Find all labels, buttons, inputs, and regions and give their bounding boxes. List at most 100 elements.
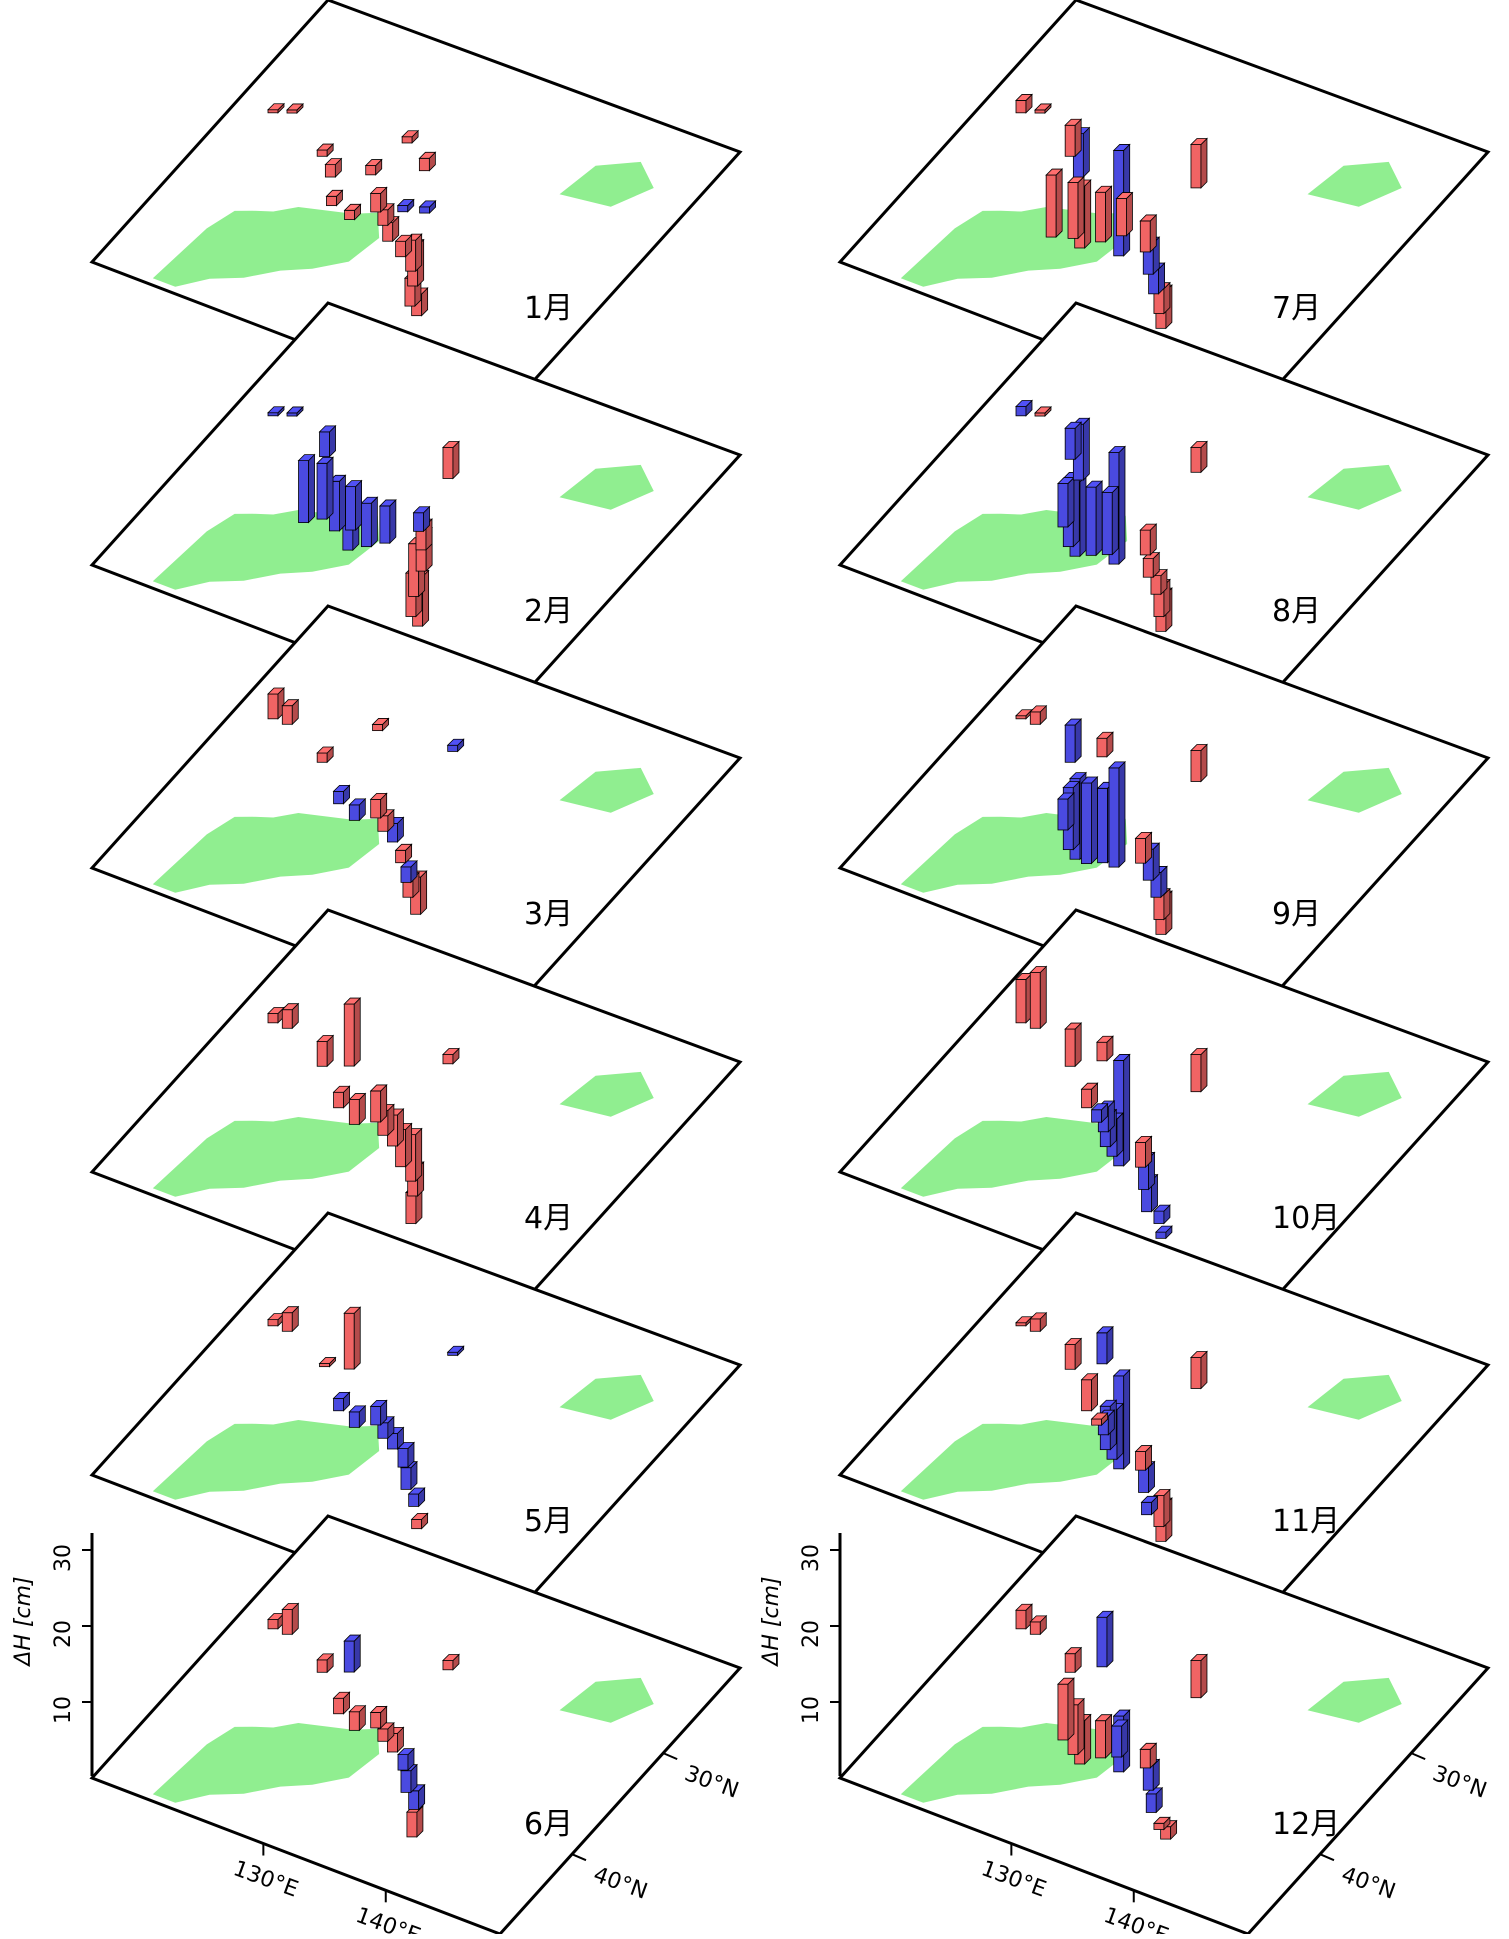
bar [1057, 483, 1069, 528]
bar-top [267, 103, 285, 111]
bar [408, 1493, 420, 1507]
bar [442, 1660, 454, 1671]
map-plane [92, 606, 740, 1024]
bar-side [1091, 776, 1098, 865]
map-plane [840, 606, 1488, 1024]
month-label: 3月 [524, 897, 573, 932]
bar-top [316, 746, 335, 754]
panel-8: 8月 [837, 301, 1491, 723]
bar-top [1080, 776, 1099, 784]
bar-top [1101, 486, 1120, 493]
bar-top [1064, 421, 1083, 429]
bar-top [1095, 731, 1114, 739]
map-plane [840, 1213, 1488, 1631]
bar-top [369, 792, 388, 800]
bar [419, 206, 431, 214]
bar-top [1069, 772, 1087, 780]
bar-top [1112, 144, 1131, 151]
month-label: 5月 [524, 1504, 573, 1539]
z-tick-label: 10 [799, 1696, 824, 1724]
bar [333, 1697, 344, 1715]
bar [1153, 1210, 1165, 1224]
bar-top [446, 738, 465, 746]
bar [316, 149, 328, 157]
bar [1029, 1318, 1041, 1332]
bar [1095, 191, 1106, 243]
map-plane [840, 910, 1488, 1328]
bar [1097, 787, 1108, 864]
bar-top [1015, 94, 1033, 101]
bar-top [1029, 1312, 1048, 1320]
bar-top [1190, 441, 1208, 448]
map-plane [92, 1516, 740, 1934]
bar [1108, 767, 1120, 868]
month-label: 9月 [1272, 897, 1321, 932]
bar [1034, 412, 1046, 417]
bar [1034, 109, 1046, 114]
bar-top [371, 718, 390, 725]
bar [447, 1351, 459, 1356]
bar-top [316, 456, 334, 464]
bar-top [281, 699, 300, 707]
land-area [1307, 1374, 1402, 1420]
bar [400, 866, 412, 883]
bar [365, 165, 377, 176]
bar-top [1190, 1351, 1208, 1358]
bar-top [442, 1048, 460, 1055]
bar [1064, 1653, 1076, 1673]
bar-side [1200, 137, 1208, 189]
bar-top [286, 406, 304, 414]
bar-side [355, 479, 362, 531]
bar-top [1056, 792, 1075, 800]
bar [1095, 1720, 1106, 1759]
month-label: 4月 [524, 1201, 573, 1236]
bar-top [442, 1654, 460, 1661]
bar [267, 1319, 279, 1327]
bar-top [407, 1487, 426, 1495]
bar-top [1029, 966, 1048, 973]
bar [1091, 1109, 1103, 1123]
lon-tick-label: 130°E [230, 1856, 301, 1902]
bar [1057, 1683, 1069, 1741]
panel-10: 10月 [837, 908, 1491, 1330]
bar [1096, 737, 1108, 758]
bar-top [369, 1084, 388, 1092]
bar-side [1116, 1402, 1124, 1461]
bar-side [353, 997, 361, 1068]
bar [447, 744, 459, 752]
bar [370, 192, 382, 213]
bar [1139, 220, 1151, 253]
bar [1135, 1451, 1146, 1471]
bar-side [1123, 1053, 1131, 1167]
land-area [559, 1374, 654, 1420]
bar [281, 1312, 293, 1332]
bar-top [378, 499, 397, 507]
bar-top [316, 1653, 335, 1661]
bar [1142, 1764, 1154, 1791]
bar-top [1064, 1022, 1083, 1030]
bar-side [339, 474, 346, 532]
land-area [152, 207, 380, 287]
bar-top [1190, 744, 1208, 751]
z-axis-label: ΔH [cm] [11, 1576, 36, 1667]
bar-top [1110, 1719, 1129, 1727]
map-plane [840, 303, 1488, 721]
bar [1064, 427, 1076, 460]
bar [400, 1770, 412, 1793]
bar-side [1067, 1677, 1075, 1741]
bar-top [1108, 761, 1126, 769]
bar [316, 752, 328, 763]
bar [1085, 486, 1097, 556]
bar-top [267, 687, 285, 695]
map-plane [840, 0, 1488, 418]
bar [408, 1790, 420, 1810]
bar-side [1074, 718, 1082, 764]
bar [1190, 1357, 1202, 1389]
bar [411, 1518, 423, 1530]
bar-top [1139, 1742, 1158, 1750]
bar-top [332, 1691, 351, 1699]
bar [348, 1711, 360, 1731]
bar [324, 164, 336, 178]
